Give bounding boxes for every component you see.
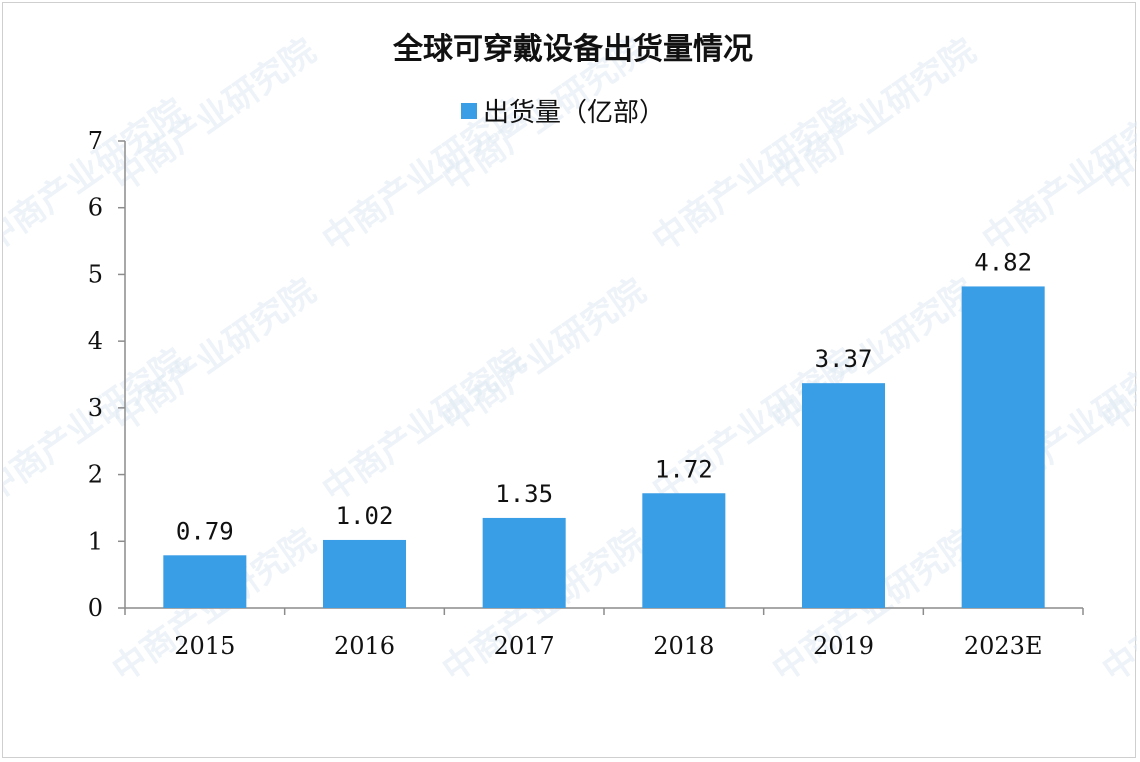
data-label: 1.02: [336, 502, 394, 530]
x-tick-label: 2017: [494, 632, 555, 660]
watermark-text: 中商产业研究院: [105, 271, 323, 440]
legend-label: 出货量（亿部）: [483, 98, 665, 128]
watermark-text: 中商产业研究院: [645, 91, 863, 260]
data-label: 1.35: [495, 480, 553, 508]
axes: 0 1 2 3 4 5 6 7 2015 2016 2017 2018 2019 2023E: [88, 127, 1084, 660]
bar: [961, 286, 1045, 608]
y-tick-label: 7: [88, 127, 103, 155]
watermark-text: 中商产业研究院: [975, 91, 1137, 260]
y-tick-label: 0: [88, 594, 103, 622]
x-tick-label: 2023E: [964, 632, 1043, 660]
y-tick-label: 1: [88, 527, 103, 555]
y-tick-label: 2: [88, 461, 103, 489]
chart-title: 全球可穿戴设备出货量情况: [392, 32, 753, 67]
bar: [163, 555, 247, 608]
bar: [642, 493, 726, 608]
y-tick-label: 5: [88, 260, 103, 288]
legend-swatch: [461, 103, 477, 119]
watermark-text: 中商产业研究院: [3, 91, 193, 260]
y-tick-label: 3: [88, 394, 103, 422]
data-label: 0.79: [176, 517, 234, 545]
x-tick-label: 2018: [653, 632, 714, 660]
x-tick-label: 2019: [813, 632, 874, 660]
y-tick-label: 6: [88, 194, 103, 222]
bar: [801, 383, 886, 608]
bars: 0.79 1.02 1.35 1.72 3.37 4.82: [163, 248, 1045, 608]
watermark-text: 中商产业研究院: [1095, 521, 1137, 690]
data-label: 3.37: [815, 345, 873, 373]
x-tick-label: 2016: [334, 632, 395, 660]
data-label: 4.82: [974, 248, 1032, 276]
bar: [482, 517, 566, 608]
y-tick-label: 4: [88, 327, 103, 355]
x-tick-label: 2015: [174, 632, 235, 660]
watermark-text: 中商产业研究院: [765, 31, 983, 200]
data-label: 1.72: [655, 455, 713, 483]
bar: [322, 539, 407, 608]
legend: 出货量（亿部）: [461, 98, 665, 128]
